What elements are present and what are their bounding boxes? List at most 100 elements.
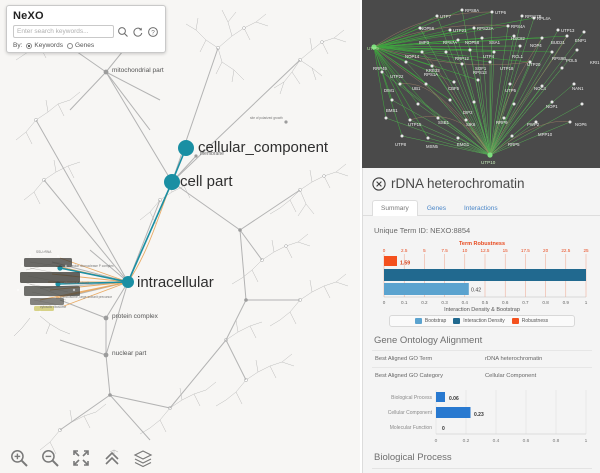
- hierarchy-tree-canvas[interactable]: [0, 0, 360, 473]
- robustness-chart-svg: 0 2.5 5 7.5 10 12.5 15 17.5 20 22.5 25 1.59 0…: [383, 248, 589, 305]
- svg-text:UTP6: UTP6: [495, 10, 507, 15]
- radio-keywords-label: Keywords: [34, 42, 63, 49]
- radio-keywords[interactable]: Keywords: [26, 42, 63, 49]
- legend-item-robustness: Robustness: [511, 318, 548, 324]
- node-protein-complex: [103, 315, 109, 321]
- svg-text:PWP2: PWP2: [527, 122, 540, 127]
- svg-text:EMG1: EMG1: [457, 142, 470, 147]
- radio-keywords-dot: [26, 42, 33, 49]
- svg-text:0.6: 0.6: [502, 300, 509, 305]
- gene-network-canvas[interactable]: UTP9 UTP10 UTP7 RPS8A UTP6 RPS17B NOP56 UTP…: [362, 0, 600, 168]
- svg-text:0.2: 0.2: [463, 438, 470, 444]
- svg-text:0.7: 0.7: [522, 300, 529, 305]
- summary-body: Unique Term ID: NEXO:8854 Term Robustnes…: [363, 216, 600, 469]
- svg-text:RCL1: RCL1: [512, 54, 524, 59]
- svg-text:0.6: 0.6: [523, 438, 530, 444]
- svg-text:UTP4: UTP4: [483, 54, 495, 59]
- tab-summary[interactable]: Summary: [372, 200, 418, 216]
- svg-text:NOP6: NOP6: [575, 122, 587, 127]
- zoom-out-icon[interactable]: [40, 448, 60, 468]
- svg-text:RPS22A: RPS22A: [477, 26, 494, 31]
- search-panel[interactable]: NeXO ?: [6, 5, 166, 53]
- radio-genes-label: Genes: [74, 42, 95, 49]
- tab-genes[interactable]: Genes: [426, 205, 446, 212]
- svg-text:RPS17B: RPS17B: [525, 14, 542, 19]
- svg-text:RPL4A: RPL4A: [537, 16, 551, 21]
- go-category-key: Best Aligned GO Category: [372, 367, 482, 384]
- page-title: rDNA heterochromatin: [391, 176, 525, 191]
- legend-swatch-interaction-density: [453, 318, 461, 324]
- svg-text:2.5: 2.5: [401, 248, 408, 253]
- svg-text:RRP12: RRP12: [455, 56, 469, 61]
- svg-text:BUD21: BUD21: [551, 40, 565, 45]
- svg-text:UTP7: UTP7: [440, 14, 452, 19]
- node-mitochondrial-part: [103, 69, 109, 75]
- svg-text:SOF1: SOF1: [475, 66, 487, 71]
- hub-node-utp10: [487, 152, 493, 158]
- svg-text:0.8: 0.8: [542, 300, 549, 305]
- layers-icon[interactable]: [133, 448, 153, 468]
- search-input[interactable]: [13, 25, 114, 38]
- svg-text:NOP58: NOP58: [465, 40, 480, 45]
- close-icon[interactable]: [372, 176, 386, 191]
- radio-genes[interactable]: Genes: [66, 42, 95, 49]
- svg-text:BMS1: BMS1: [386, 108, 398, 113]
- zoom-in-icon[interactable]: [9, 448, 29, 468]
- svg-text:UTP8: UTP8: [395, 142, 407, 147]
- svg-text:POL5: POL5: [566, 58, 578, 63]
- collapse-icon[interactable]: [102, 448, 122, 468]
- svg-text:SIK6: SIK6: [466, 122, 476, 127]
- tab-interactions[interactable]: Interactions: [463, 205, 498, 212]
- fit-screen-icon[interactable]: [71, 448, 91, 468]
- reset-icon[interactable]: [132, 26, 144, 38]
- svg-text:Molecular Function: Molecular Function: [390, 425, 432, 431]
- svg-text:0.3: 0.3: [441, 300, 448, 305]
- svg-text:0.06: 0.06: [449, 396, 459, 402]
- go-alignment-table: Best Aligned GO Term rDNA heterochromati…: [372, 350, 592, 384]
- legend-swatch-robustness: [511, 318, 519, 324]
- hierarchy-tree-panel[interactable]: cellular_component cell part intracellul…: [0, 0, 360, 473]
- svg-text:0.4: 0.4: [462, 300, 469, 305]
- view-toolbar[interactable]: [0, 443, 360, 473]
- svg-text:1: 1: [585, 300, 588, 305]
- gene-network-panel[interactable]: UTP9 UTP10 UTP7 RPS8A UTP6 RPS17B NOP56 UTP…: [362, 0, 600, 168]
- term-detail-panel[interactable]: rDNA heterochromatin Summary Genes Inter…: [362, 168, 600, 473]
- svg-text:CBF5: CBF5: [448, 86, 460, 91]
- table-row: Best Aligned GO Term rDNA heterochromati…: [372, 350, 592, 368]
- radio-genes-dot: [66, 42, 73, 49]
- svg-text:1.59: 1.59: [400, 261, 410, 267]
- svg-text:Biological Process: Biological Process: [391, 395, 432, 401]
- search-icon[interactable]: [117, 26, 129, 38]
- svg-text:MSN5: MSN5: [426, 144, 439, 149]
- svg-text:0.9: 0.9: [563, 300, 570, 305]
- go-alignment-chart: Biological Process Cellular Component Mo…: [372, 388, 592, 450]
- node-membrane: [194, 154, 198, 158]
- divider: [372, 468, 592, 469]
- svg-text:7.5: 7.5: [441, 248, 448, 253]
- node-cellular-component: [178, 140, 194, 156]
- svg-text:0.8: 0.8: [553, 438, 560, 444]
- go-alignment-chart-svg: Biological Process Cellular Component Mo…: [388, 390, 588, 444]
- search-row: ?: [13, 25, 159, 38]
- search-by-label: By:: [13, 42, 23, 49]
- svg-text:25: 25: [583, 248, 589, 253]
- svg-text:0.23: 0.23: [474, 412, 484, 418]
- bar-interaction-density: [384, 269, 586, 281]
- help-icon[interactable]: ?: [147, 26, 159, 38]
- svg-text:MPP10: MPP10: [538, 132, 553, 137]
- svg-text:RPS8A: RPS8A: [465, 8, 479, 13]
- svg-text:UTP15: UTP15: [408, 122, 422, 127]
- detail-tabs[interactable]: Summary Genes Interactions: [363, 195, 600, 216]
- svg-text:KRE33: KRE33: [426, 68, 440, 73]
- svg-text:UB1: UB1: [412, 86, 421, 91]
- svg-text:UTP13: UTP13: [561, 28, 575, 33]
- app-title: NeXO: [13, 10, 44, 22]
- bar-robustness: [384, 256, 397, 266]
- svg-text:DIP2: DIP2: [463, 110, 473, 115]
- svg-text:RRP5: RRP5: [508, 142, 520, 147]
- svg-text:UTP10: UTP10: [481, 160, 496, 165]
- legend-item-bootstrap: Bootstrap: [414, 318, 446, 324]
- search-by-row: By: Keywords Genes: [13, 42, 159, 49]
- svg-text:NOP56: NOP56: [420, 26, 435, 31]
